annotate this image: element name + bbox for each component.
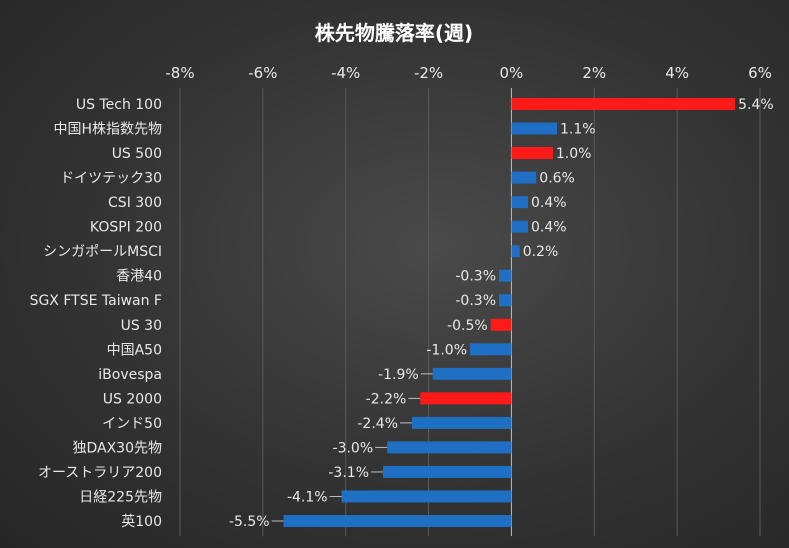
category-label: オーストラリア200 xyxy=(38,465,162,481)
data-label: -0.3% xyxy=(455,269,496,285)
data-label: -4.1% xyxy=(287,489,328,505)
bar xyxy=(511,220,528,233)
bar xyxy=(511,196,528,209)
category-label: SGX FTSE Taiwan F xyxy=(30,293,162,309)
category-label: 独DAX30先物 xyxy=(72,440,162,456)
data-label: 1.1% xyxy=(560,122,596,138)
bar xyxy=(499,294,512,307)
category-label: US 2000 xyxy=(103,391,162,407)
category-label: 香港40 xyxy=(116,269,162,285)
x-tick-label: 0% xyxy=(500,64,524,82)
bar xyxy=(490,318,512,331)
bar xyxy=(511,245,520,258)
data-label: -2.4% xyxy=(357,416,398,432)
category-label: US Tech 100 xyxy=(76,97,162,113)
data-label: 5.4% xyxy=(738,97,774,113)
data-label: -1.0% xyxy=(426,342,467,358)
data-label: -3.0% xyxy=(333,440,374,456)
bars xyxy=(283,98,736,528)
data-label: -3.1% xyxy=(328,465,369,481)
x-axis-ticks: -8% -6% -4% -2% 0% 2% 4% 6% xyxy=(165,64,772,82)
category-label: US 500 xyxy=(112,146,162,162)
category-label: iBovespa xyxy=(98,367,162,383)
category-label: 英100 xyxy=(121,513,162,530)
data-label: 0.6% xyxy=(539,171,575,187)
data-label: 0.4% xyxy=(531,220,567,236)
category-label: KOSPI 200 xyxy=(90,220,162,236)
data-label: -5.5% xyxy=(229,514,270,530)
chart-title: 株先物騰落率(週) xyxy=(315,21,473,45)
bar xyxy=(387,441,512,454)
data-label: 0.2% xyxy=(523,244,559,260)
category-label: CSI 300 xyxy=(108,195,162,211)
category-label: 中国H株指数先物 xyxy=(53,122,162,138)
bar xyxy=(511,122,557,135)
data-labels: 5.4% 1.1% 1.0% 0.6% 0.4% 0.4% 0.2% -0.3% -0.3% -0… xyxy=(229,97,774,530)
category-label: 日経225先物 xyxy=(79,489,162,505)
x-tick-label: -8% xyxy=(165,64,194,82)
bar xyxy=(499,269,512,282)
bar xyxy=(470,343,512,356)
x-tick-label: -4% xyxy=(331,64,360,82)
category-label: ドイツテック30 xyxy=(60,171,162,187)
category-label: US 30 xyxy=(121,318,162,334)
bar xyxy=(341,490,512,503)
x-tick-label: -6% xyxy=(248,64,277,82)
category-label: インド50 xyxy=(102,416,162,432)
bar xyxy=(511,171,537,184)
data-label: 0.4% xyxy=(531,195,567,211)
bar xyxy=(420,392,512,405)
x-tick-label: -2% xyxy=(414,64,443,82)
x-tick-label: 2% xyxy=(582,64,606,82)
data-label: -0.5% xyxy=(447,318,488,334)
bar xyxy=(511,147,553,160)
bar xyxy=(432,367,512,380)
data-label: 1.0% xyxy=(556,146,592,162)
category-labels: US Tech 100 中国H株指数先物 US 500 ドイツテック30 CSI 300… xyxy=(30,97,162,530)
data-label: -1.9% xyxy=(378,367,419,383)
bar xyxy=(511,98,736,110)
bar xyxy=(283,515,512,528)
category-label: シンガポールMSCI xyxy=(43,244,162,260)
category-label: 中国A50 xyxy=(107,342,162,358)
x-tick-label: 6% xyxy=(748,64,772,82)
gridlines xyxy=(179,88,761,536)
bar xyxy=(412,416,512,429)
data-label: -0.3% xyxy=(455,293,496,309)
data-label: -2.2% xyxy=(366,391,407,407)
x-tick-label: 4% xyxy=(665,64,689,82)
bar xyxy=(383,465,512,478)
